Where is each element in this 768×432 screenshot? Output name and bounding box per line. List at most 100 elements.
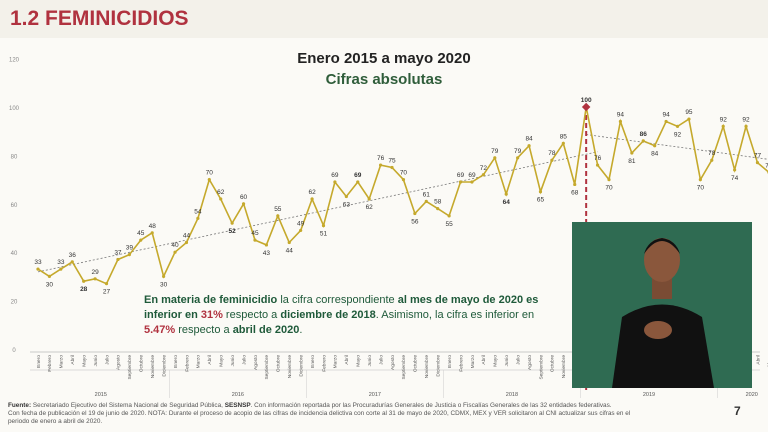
annotation-part: la cifra correspondiente <box>277 294 398 306</box>
x-tick-label: Diciembre <box>161 355 167 377</box>
data-label: 45 <box>251 230 259 237</box>
data-label: 95 <box>685 109 693 116</box>
x-tick-label: Agosto <box>253 355 259 370</box>
data-label: 51 <box>320 231 328 238</box>
data-label: 72 <box>480 165 488 172</box>
data-point <box>264 243 268 247</box>
data-label: 64 <box>503 199 511 206</box>
data-point <box>150 231 154 235</box>
data-label: 45 <box>137 230 145 237</box>
x-tick-label: Julio <box>241 355 247 365</box>
annotation-part: diciembre de 2018 <box>280 309 376 321</box>
x-tick-label: Mayo <box>356 355 362 367</box>
data-point <box>698 178 702 182</box>
data-point <box>379 163 383 167</box>
data-label: 69 <box>457 172 465 179</box>
annotation-text: En materia de feminicidio la cifra corre… <box>144 293 564 338</box>
data-label: 30 <box>46 281 54 288</box>
data-point <box>59 267 63 271</box>
x-tick-label: Julio <box>378 355 384 365</box>
data-point <box>207 178 211 182</box>
data-label: 33 <box>34 259 42 266</box>
footer-sesnsp: SESNSP <box>224 402 251 409</box>
data-point <box>755 161 760 165</box>
data-point <box>139 238 143 242</box>
data-label: 78 <box>548 150 556 157</box>
data-label: 84 <box>651 151 659 158</box>
data-point <box>516 156 520 160</box>
data-label: 76 <box>594 155 602 162</box>
x-tick-label: Noviembre <box>561 355 567 379</box>
data-label: 28 <box>80 286 88 293</box>
data-point <box>630 151 634 155</box>
data-point <box>424 199 428 203</box>
chart-title: Enero 2015 a mayo 2020 <box>297 50 471 67</box>
data-point <box>333 180 337 184</box>
x-tick-label: Septiembre <box>264 355 270 380</box>
data-label: 92 <box>674 131 682 138</box>
data-label: 94 <box>617 112 625 119</box>
data-point <box>287 240 291 245</box>
data-label: 69 <box>468 172 476 179</box>
x-tick-label: Abril <box>70 355 76 365</box>
x-tick-label: Febrero <box>321 355 327 372</box>
footer-note: periodo de enero a abril de 2020. <box>8 418 103 425</box>
x-tick-label: Marzo <box>470 355 476 369</box>
data-label: 92 <box>742 116 750 123</box>
data-point <box>36 267 40 271</box>
data-point <box>253 238 257 242</box>
data-point <box>493 156 497 160</box>
data-label: 65 <box>537 197 545 204</box>
data-point <box>93 277 97 281</box>
data-label: 55 <box>274 206 282 213</box>
x-tick-label: Julio <box>515 355 521 365</box>
data-point <box>401 178 406 182</box>
data-point <box>241 202 246 206</box>
data-point <box>173 250 177 254</box>
data-label: 56 <box>411 218 419 225</box>
data-point <box>196 216 200 220</box>
data-label: 62 <box>308 189 316 196</box>
x-tick-label: Enero <box>36 355 42 368</box>
data-point <box>581 102 591 112</box>
data-label: 94 <box>662 112 670 119</box>
annotation-highlight: 31% <box>200 309 223 321</box>
data-point <box>310 197 314 201</box>
data-point <box>367 197 371 201</box>
annotation-part: respecto a <box>175 324 233 336</box>
data-point <box>276 214 280 218</box>
data-label: 44 <box>286 248 294 255</box>
data-label: 73 <box>765 162 768 169</box>
x-tick-label: Agosto <box>527 355 533 370</box>
data-label: 63 <box>343 202 351 209</box>
x-tick-label: Septiembre <box>538 355 544 380</box>
x-tick-label: Noviembre <box>287 355 293 379</box>
x-tick-label: Octubre <box>413 355 419 372</box>
annotation-part: abril de 2020 <box>232 324 300 336</box>
x-tick-label: Marzo <box>333 355 339 369</box>
x-tick-label: Marzo <box>196 355 202 369</box>
data-point <box>299 228 303 233</box>
data-point <box>162 274 166 278</box>
x-tick-label: Septiembre <box>401 355 407 380</box>
data-point <box>47 274 52 278</box>
data-point <box>687 117 691 121</box>
x-tick-label: Octubre <box>276 355 282 372</box>
data-label: 77 <box>754 153 762 160</box>
y-tick-label: 100 <box>9 106 20 112</box>
year-label: 2019 <box>643 392 655 398</box>
data-label: 33 <box>57 259 65 266</box>
data-point <box>595 163 600 167</box>
page-title: 1.2 FEMINICIDIOS <box>10 7 189 30</box>
data-point <box>573 182 577 187</box>
data-label: 52 <box>229 228 237 235</box>
data-point <box>356 180 360 184</box>
series-line <box>37 106 768 285</box>
x-tick-label: Febrero <box>458 355 464 372</box>
data-point <box>550 158 554 162</box>
data-label: 37 <box>114 249 122 256</box>
data-label: 61 <box>423 191 431 198</box>
data-label: 54 <box>194 208 202 215</box>
data-point <box>436 207 440 211</box>
data-label: 70 <box>400 170 408 177</box>
